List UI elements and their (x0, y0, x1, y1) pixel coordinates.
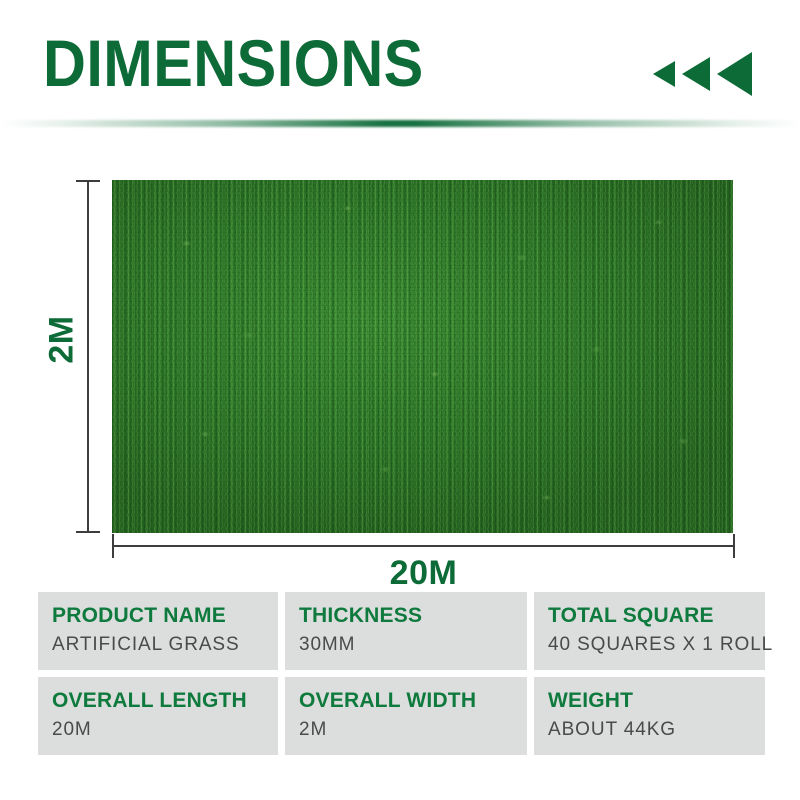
spec-cell-overall-length: OVERALL LENGTH 20M (38, 677, 278, 755)
spec-value: ABOUT 44KG (548, 719, 676, 740)
artificial-grass-image (112, 180, 733, 533)
spec-label: OVERALL LENGTH (52, 689, 247, 712)
triangle-left-small-icon (653, 61, 675, 87)
spec-cell-total-square: TOTAL SQUARE 40 SQUARES X 1 ROLL (534, 592, 774, 670)
arrow-decoration-group (653, 52, 752, 96)
spec-cell-product-name: PRODUCT NAME ARTIFICIAL GRASS (38, 592, 278, 670)
spec-row: PRODUCT NAME ARTIFICIAL GRASS THICKNESS … (38, 592, 774, 670)
specification-table: PRODUCT NAME ARTIFICIAL GRASS THICKNESS … (38, 592, 774, 755)
spec-value: 2M (299, 719, 328, 740)
triangle-left-large-icon (717, 52, 752, 96)
spec-label: PRODUCT NAME (52, 604, 226, 627)
spec-value: 40 SQUARES X 1 ROLL (548, 634, 774, 655)
spec-label: TOTAL SQUARE (548, 604, 714, 627)
spec-cell-overall-width: OVERALL WIDTH 2M (285, 677, 527, 755)
spec-value: 20M (52, 719, 92, 740)
figure-area: 2M 20M (0, 150, 800, 592)
spec-cell-weight: WEIGHT ABOUT 44KG (534, 677, 765, 755)
height-dimension-cap-top (76, 180, 100, 182)
width-dimension-cap-right (733, 534, 735, 558)
width-dimension-cap-left (112, 534, 114, 558)
header: DIMENSIONS (0, 0, 800, 128)
spec-label: THICKNESS (299, 604, 423, 627)
spec-row: OVERALL LENGTH 20M OVERALL WIDTH 2M WEIG… (38, 677, 765, 755)
spec-label: OVERALL WIDTH (299, 689, 477, 712)
spec-label: WEIGHT (548, 689, 634, 712)
spec-value: ARTIFICIAL GRASS (52, 634, 240, 655)
width-dimension-line (112, 545, 735, 547)
page-title: DIMENSIONS (43, 26, 424, 100)
width-dimension-label: 20M (389, 554, 458, 592)
height-dimension-cap-bottom (76, 531, 100, 533)
triangle-left-medium-icon (682, 57, 710, 91)
height-dimension-line (87, 180, 89, 533)
spec-value: 30MM (299, 634, 356, 655)
height-dimension-label: 2M (42, 315, 81, 364)
header-divider (0, 120, 800, 127)
spec-cell-thickness: THICKNESS 30MM (285, 592, 527, 670)
